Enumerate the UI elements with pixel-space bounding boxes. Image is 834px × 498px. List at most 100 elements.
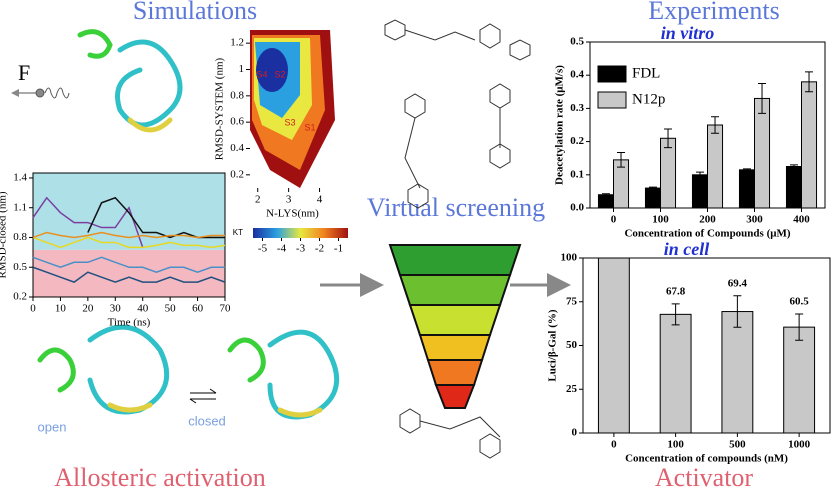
annotation: in cell	[664, 239, 710, 259]
x-tick-label: 20	[82, 303, 94, 315]
legend-label: N12p	[632, 91, 665, 107]
bar	[644, 187, 662, 209]
bar	[691, 174, 709, 209]
x-axis-label: Time (ns)	[108, 317, 151, 329]
error-bar	[711, 116, 720, 134]
x-tick-label: 0	[30, 303, 36, 315]
bar	[597, 194, 615, 209]
bar	[660, 137, 677, 209]
x-tick-label: 30	[110, 303, 122, 315]
value-label: 69.4	[728, 277, 748, 289]
x-axis-label: N-LYS(nm)	[266, 208, 319, 220]
y-axis-label: RMSD-SYSTEM (nm)	[214, 57, 226, 160]
error-bar	[742, 168, 751, 172]
error-bar	[805, 71, 814, 93]
state-label: open	[38, 419, 67, 434]
y-tick-label: 0.4	[230, 142, 244, 154]
y-tick-label: 0.5	[13, 261, 27, 273]
y-tick-label: 1.2	[230, 37, 244, 49]
x-tick-label: 100	[667, 439, 684, 451]
error-bar	[617, 152, 626, 168]
y-tick-label: 0.6	[230, 116, 244, 128]
y-tick-label: 1	[239, 63, 245, 75]
y-tick-label: 0.1	[570, 168, 584, 180]
bar	[659, 313, 692, 434]
bar	[754, 97, 771, 209]
legend-swatch	[597, 65, 627, 83]
y-tick-label: 0.4	[570, 69, 584, 81]
value-label: 67.8	[666, 285, 686, 297]
series-line	[32, 196, 144, 248]
series-line	[32, 236, 226, 249]
plot-band	[33, 249, 225, 297]
state-annotation: S3	[284, 117, 295, 127]
error-bar	[733, 295, 742, 328]
x-tick-label: 40	[137, 303, 149, 315]
equilibrium-arrows	[189, 388, 217, 404]
y-tick-label: 0.2	[13, 291, 27, 303]
series-line	[32, 266, 226, 283]
y-axis-label: Luci/β-Gal (%)	[547, 309, 559, 381]
section-title: Virtual screening	[367, 193, 545, 222]
x-tick-label: 3	[286, 194, 292, 206]
series-line	[32, 231, 225, 239]
state-annotation: S4	[256, 69, 267, 79]
y-tick-label: 0.2	[230, 168, 244, 180]
y-axis-label: RMSD-closed (nm)	[0, 191, 9, 278]
y-tick-label: 0	[572, 427, 578, 439]
error-bar	[648, 186, 657, 190]
bar	[597, 257, 630, 434]
section-title: Experiments	[648, 0, 779, 25]
error-bar	[601, 193, 610, 197]
y-tick-label: 75	[566, 295, 578, 307]
legend-swatch	[597, 91, 627, 109]
x-tick-label: 60	[192, 303, 204, 315]
x-axis-label: Concentration of compounds (nM)	[625, 453, 788, 465]
y-tick-label: 25	[566, 383, 578, 395]
x-tick-label: 70	[220, 303, 232, 315]
colorbar-tick-label: -4	[277, 243, 287, 255]
x-axis-label: Concentration of Compounds (μM)	[624, 228, 790, 240]
funnel	[388, 244, 522, 409]
spring	[11, 87, 70, 99]
bar	[721, 311, 754, 434]
section-title: Activator	[655, 463, 754, 492]
error-bar	[695, 171, 704, 178]
x-tick-label: 4	[317, 194, 323, 206]
x-tick-label: 100	[652, 214, 669, 226]
y-tick-label: 0.2	[570, 135, 584, 147]
error-bar	[664, 128, 673, 149]
bar	[785, 166, 803, 209]
plot-band	[33, 173, 225, 250]
x-tick-label: 50	[165, 303, 177, 315]
x-tick-label: 300	[746, 214, 763, 226]
bar	[783, 326, 816, 434]
error-bar	[758, 83, 767, 114]
y-tick-label: 50	[566, 339, 578, 351]
bar	[707, 124, 724, 209]
annotation: in vitro	[661, 23, 715, 43]
legend-label: FDL	[632, 65, 660, 81]
section-title: Simulations	[133, 0, 257, 25]
y-tick-label: 100	[561, 252, 578, 264]
error-bar	[671, 303, 680, 326]
colorbar-tick-label: -5	[258, 243, 268, 255]
x-tick-label: 0	[611, 439, 617, 451]
state-annotation: S2	[274, 69, 285, 79]
y-tick-label: 0.5	[570, 36, 584, 48]
bar	[738, 169, 756, 209]
y-tick-label: 0.3	[570, 102, 584, 114]
state-label: closed	[188, 413, 226, 428]
colorbar-tick-label: -2	[315, 243, 324, 255]
x-tick-label: 200	[699, 214, 716, 226]
colorbar-tick-label: -1	[334, 243, 343, 255]
y-tick-label: 0.8	[230, 89, 244, 101]
x-tick-label: 10	[55, 303, 67, 315]
force-label: F	[18, 60, 30, 85]
molecule	[384, 19, 531, 459]
colorbar	[253, 228, 348, 238]
protein	[37, 29, 340, 420]
bar	[801, 81, 818, 209]
y-tick-label: 0.8	[13, 231, 27, 243]
y-axis-label: Deacetylation rate (μM/s)	[554, 65, 566, 185]
